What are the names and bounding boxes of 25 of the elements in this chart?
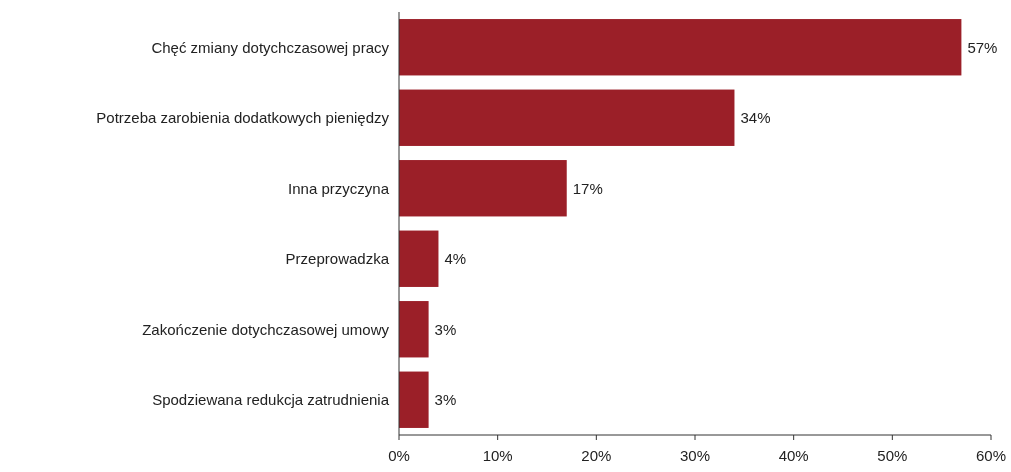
bar (399, 371, 429, 428)
data-label: 57% (967, 38, 998, 56)
data-label: 3% (434, 320, 457, 338)
bar (399, 301, 429, 358)
x-tick-label: 60% (975, 447, 1007, 464)
x-tick-label: 50% (877, 447, 908, 464)
data-label: 34% (740, 109, 771, 126)
x-tick-label: 40% (778, 447, 809, 464)
y-tick-label: Chęć zmiany dotychczasowej pracy (151, 38, 390, 56)
y-tick-label: Potrzeba zarobienia dodatkowych pieniędzy (96, 109, 390, 126)
x-tick-label: 30% (679, 447, 711, 464)
data-label: 17% (572, 179, 603, 197)
bar (399, 89, 735, 146)
bar (399, 230, 439, 287)
y-tick-label: Spodziewana redukcja zatrudnienia (152, 391, 390, 408)
data-label: 4% (444, 250, 467, 267)
x-tick-label: 20% (581, 447, 612, 464)
data-label: 3% (434, 391, 457, 408)
y-tick-label: Zakończenie dotychczasowej umowy (142, 320, 390, 338)
y-tick-label: Przeprowadzka (285, 250, 390, 267)
bar (399, 160, 567, 217)
y-tick-label: Inna przyczyna (288, 179, 390, 197)
bar (399, 19, 962, 76)
x-tick-label: 0% (388, 447, 410, 464)
x-tick-label: 10% (482, 447, 513, 464)
